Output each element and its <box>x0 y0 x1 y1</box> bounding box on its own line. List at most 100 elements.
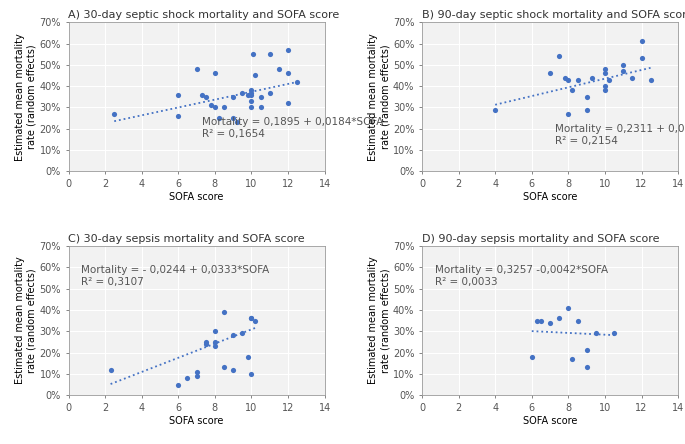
Point <box>242 353 253 361</box>
Text: Mortality = - 0,0244 + 0,0333*SOFA
R² = 0,3107: Mortality = - 0,0244 + 0,0333*SOFA R² = … <box>82 266 270 287</box>
Point <box>566 355 577 362</box>
Point <box>246 91 257 98</box>
Point <box>109 110 120 117</box>
Point <box>563 304 574 311</box>
Point <box>563 76 574 83</box>
Point <box>283 99 294 107</box>
Text: D) 90-day sepsis mortality and SOFA score: D) 90-day sepsis mortality and SOFA scor… <box>422 234 660 244</box>
Point <box>283 70 294 77</box>
X-axis label: SOFA score: SOFA score <box>169 192 224 202</box>
Point <box>191 368 202 375</box>
Point <box>599 66 610 73</box>
Point <box>273 66 284 73</box>
Point <box>191 66 202 73</box>
Point <box>246 98 257 105</box>
Point <box>532 317 543 324</box>
Point <box>636 55 647 62</box>
Point <box>173 91 184 98</box>
Point <box>526 353 537 361</box>
Point <box>618 67 629 75</box>
Point <box>553 53 564 60</box>
Y-axis label: Estimated mean mortality
rate (random effects): Estimated mean mortality rate (random ef… <box>369 257 390 385</box>
Point <box>590 330 601 337</box>
Point <box>636 38 647 45</box>
Point <box>246 89 257 96</box>
Point <box>227 366 238 373</box>
X-axis label: SOFA score: SOFA score <box>523 416 577 426</box>
Point <box>210 338 221 345</box>
Point <box>200 338 211 345</box>
Point <box>237 89 248 96</box>
Point <box>255 104 266 111</box>
Point <box>545 319 556 326</box>
Point <box>200 341 211 348</box>
Point <box>581 93 592 100</box>
Text: Mortality = 0,2311 + 0,0204*SOFA
R² = 0,2154: Mortality = 0,2311 + 0,0204*SOFA R² = 0,… <box>556 124 685 146</box>
Point <box>246 87 257 94</box>
Point <box>599 70 610 77</box>
Point <box>572 317 583 324</box>
Point <box>581 106 592 113</box>
Text: Mortality = 0,3257 -0,0042*SOFA
R² = 0,0033: Mortality = 0,3257 -0,0042*SOFA R² = 0,0… <box>435 266 608 287</box>
Point <box>219 364 229 371</box>
Text: B) 90-day septic shock mortality and SOFA score: B) 90-day septic shock mortality and SOF… <box>422 10 685 20</box>
Point <box>572 76 583 83</box>
Point <box>105 366 116 373</box>
Point <box>283 46 294 53</box>
Point <box>627 74 638 81</box>
Point <box>545 70 556 77</box>
Y-axis label: Estimated mean mortality
rate (random effects): Estimated mean mortality rate (random ef… <box>369 33 390 161</box>
Point <box>249 317 260 324</box>
Point <box>609 330 620 337</box>
Point <box>645 76 656 83</box>
Point <box>173 381 184 388</box>
Point <box>599 83 610 90</box>
X-axis label: SOFA score: SOFA score <box>523 192 577 202</box>
Point <box>227 115 238 122</box>
Point <box>264 89 275 96</box>
Point <box>249 72 260 79</box>
Point <box>255 93 266 100</box>
Point <box>246 315 257 322</box>
Y-axis label: Estimated mean mortality
rate (random effects): Estimated mean mortality rate (random ef… <box>15 33 36 161</box>
Point <box>248 51 259 58</box>
Point <box>227 332 238 339</box>
Point <box>603 76 614 83</box>
Point <box>191 373 202 380</box>
Point <box>182 375 193 382</box>
Point <box>599 87 610 94</box>
Point <box>618 61 629 68</box>
Point <box>227 93 238 100</box>
Point <box>213 115 224 122</box>
Point <box>586 74 597 81</box>
Point <box>210 104 221 111</box>
Point <box>232 119 242 126</box>
X-axis label: SOFA score: SOFA score <box>169 416 224 426</box>
Point <box>490 106 501 113</box>
Point <box>292 78 303 85</box>
Text: A) 30-day septic shock mortality and SOFA score: A) 30-day septic shock mortality and SOF… <box>68 10 340 20</box>
Point <box>246 104 257 111</box>
Text: C) 30-day sepsis mortality and SOFA score: C) 30-day sepsis mortality and SOFA scor… <box>68 234 305 244</box>
Point <box>563 110 574 117</box>
Point <box>219 104 229 111</box>
Point <box>219 309 229 316</box>
Point <box>581 347 592 354</box>
Point <box>581 364 592 371</box>
Point <box>264 51 275 58</box>
Point <box>246 370 257 377</box>
Point <box>210 328 221 335</box>
Point <box>536 317 547 324</box>
Y-axis label: Estimated mean mortality
rate (random effects): Estimated mean mortality rate (random ef… <box>15 257 36 385</box>
Point <box>559 74 570 81</box>
Point <box>553 315 564 322</box>
Point <box>210 70 221 77</box>
Point <box>206 102 216 109</box>
Point <box>237 330 248 337</box>
Point <box>173 112 184 119</box>
Point <box>197 91 208 98</box>
Point <box>200 93 211 100</box>
Point <box>246 315 257 322</box>
Point <box>566 87 577 94</box>
Point <box>210 343 221 350</box>
